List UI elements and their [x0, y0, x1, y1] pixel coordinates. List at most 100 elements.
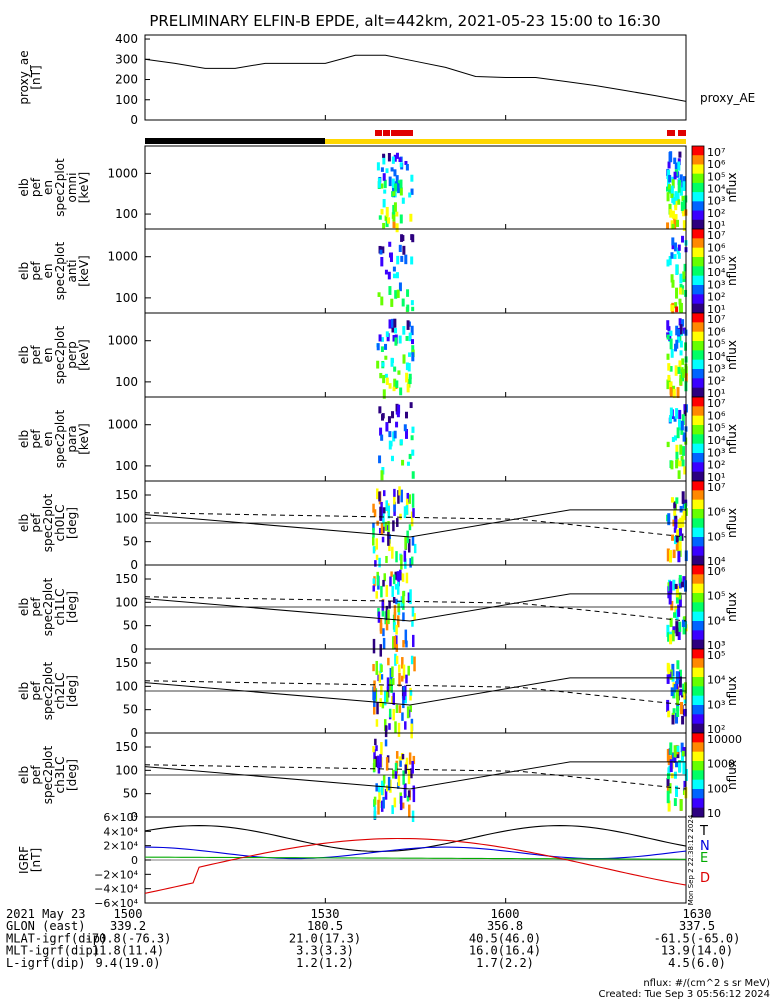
pa-spectrogram-cell — [683, 682, 687, 694]
pa-spectrogram-cell — [676, 705, 680, 717]
spec-ylabel: elb — [17, 346, 31, 364]
pa-spectrogram-cell — [395, 655, 399, 664]
spectrogram-cell — [669, 330, 673, 336]
pa-spectrogram-cell — [681, 750, 685, 757]
footer-row-label: L-igrf(dip) — [6, 956, 85, 970]
pa-ylabel: elb — [17, 598, 31, 616]
spectrogram-cell — [679, 350, 683, 356]
colorbar-tick-label: 10¹ — [707, 219, 725, 232]
pa-ylabel: pef — [29, 597, 43, 617]
pa-ytick-label: 100 — [115, 511, 138, 525]
igrf-ytick-label: 4×10⁴ — [103, 825, 138, 838]
pa-spectrogram-cell — [672, 687, 676, 699]
spectrogram-cell — [679, 186, 683, 196]
pa-ytick-label: 50 — [123, 619, 138, 633]
spectrogram-cell — [392, 191, 396, 197]
pa-spectrogram-cell — [666, 790, 670, 804]
pa-spectrogram-cell — [378, 527, 382, 534]
pa-spectrogram-cell — [409, 558, 412, 568]
spectrogram-cell — [673, 157, 677, 165]
pa-spectrogram-cell — [385, 555, 388, 563]
spectrogram-cell — [376, 162, 380, 171]
pa-colorbar-band — [692, 714, 704, 725]
pa-spectrogram-cell — [372, 663, 375, 672]
spectrogram-cell — [683, 263, 687, 272]
spectrogram-cell — [386, 217, 390, 224]
pa-spectrogram-cell — [412, 755, 416, 765]
footer-value: 16.0(16.4) — [469, 944, 541, 958]
spectrogram-cell — [678, 360, 682, 369]
created-note: Created: Tue Sep 3 05:56:12 2024 — [599, 989, 771, 1000]
footer-row-label: MLT-igrf(dip) — [6, 944, 100, 958]
pa-ytick-label: 100 — [115, 763, 138, 777]
spectrogram-cell — [402, 326, 406, 335]
pa-spectrogram-cell — [405, 505, 409, 515]
pa-spectrogram-cell — [392, 597, 396, 604]
spec-ylabel: pef — [29, 345, 43, 365]
spec-colorbar-band — [692, 182, 704, 193]
spectrogram-cell — [409, 402, 413, 409]
spectrogram-cell — [666, 353, 670, 360]
spectrogram-cell — [384, 343, 388, 350]
spectrogram-cell — [391, 156, 395, 164]
pa-spectrogram-cell — [404, 764, 408, 774]
spectrogram-cell — [390, 455, 394, 462]
colorbar-tick-label: 10² — [707, 459, 725, 472]
spec-ylabel: pef — [29, 261, 43, 281]
spectrogram-cell — [680, 420, 684, 431]
pa-spectrogram-cell — [377, 785, 381, 793]
pa-spectrogram-cell — [379, 644, 383, 657]
spectrogram-cell — [399, 439, 403, 445]
pa-spectrogram-cell — [675, 621, 679, 630]
spectrogram-cell — [679, 302, 683, 313]
spectrogram-cell — [404, 160, 408, 165]
footer-row-label: 2021 May 23 — [6, 907, 85, 921]
spec-colorbar-band — [692, 331, 704, 342]
spectrogram-cell — [390, 298, 394, 307]
pa-spectrogram-cell — [392, 692, 395, 706]
pa-spectrogram-cell — [680, 742, 684, 753]
footer-value: 180.5 — [307, 919, 343, 933]
colorbar-label: nflux — [725, 173, 739, 203]
pa-spectrogram-cell — [675, 628, 679, 637]
spectrogram-cell — [410, 325, 414, 336]
pa-spectrogram-cell — [670, 687, 674, 697]
spectrogram-cell — [677, 366, 681, 374]
pa-spectrogram-cell — [410, 511, 414, 527]
ae-ylabel: [nT] — [29, 65, 43, 89]
pa-spectrogram-cell — [398, 664, 401, 673]
spectrogram-cell — [674, 202, 678, 208]
spectrogram-cell — [678, 409, 682, 420]
spec-colorbar-band — [692, 387, 704, 398]
igrf-T-line — [144, 825, 687, 852]
spectrogram-cell — [680, 427, 684, 435]
pa-spectrogram-cell — [395, 598, 398, 605]
spectrogram-cell — [671, 179, 675, 189]
spectrogram-cell — [669, 407, 673, 417]
pa-spectrogram-cell — [387, 776, 391, 791]
pa-spectrogram-cell — [389, 576, 392, 587]
pa-spectrogram-cell — [395, 551, 398, 563]
ae-legend-label: proxy_AE — [700, 91, 755, 105]
anti-loss-cone-line — [144, 680, 687, 706]
pa-spectrogram-cell — [668, 671, 672, 678]
pa-spectrogram-cell — [409, 690, 413, 696]
pa-spectrogram-cell — [401, 657, 404, 669]
spectrogram-cell — [411, 339, 415, 345]
spectrogram-cell — [380, 296, 384, 306]
spectrogram-cell — [679, 174, 683, 183]
anti-loss-cone-line — [144, 764, 687, 790]
spectrogram-cell — [675, 287, 679, 299]
pa-spectrogram-cell — [373, 509, 377, 518]
spectrogram-cell — [677, 328, 681, 336]
pa-spectrogram-cell — [404, 536, 407, 550]
colorbar-tick-label: 10³ — [707, 639, 725, 652]
spec-colorbar-band — [692, 378, 704, 389]
pa-spectrogram-cell — [396, 581, 400, 595]
pa-colorbar-band — [692, 779, 704, 790]
pa-colorbar-band — [692, 649, 704, 659]
footer-value: 1.7(2.2) — [476, 956, 534, 970]
spectrogram-cell — [380, 256, 384, 267]
spectrogram-cell — [678, 460, 682, 467]
spec-ytick-label: 100 — [115, 459, 138, 473]
